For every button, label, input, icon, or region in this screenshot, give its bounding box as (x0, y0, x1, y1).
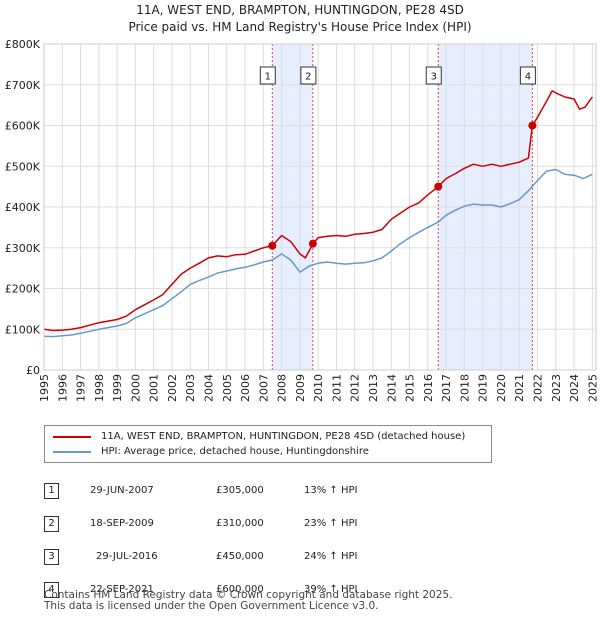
x-tick-label: 2002 (166, 374, 179, 402)
sale-number-badge: 3 (44, 548, 59, 565)
x-tick-label: 2011 (330, 374, 343, 402)
sale-marker-label-1: 1 (265, 72, 271, 83)
footer-licence: This data is licensed under the Open Gov… (44, 600, 379, 612)
y-tick-label: £400K (5, 201, 41, 214)
legend-label-property: 11A, WEST END, BRAMPTON, HUNTINGDON, PE2… (101, 431, 466, 442)
price-chart: 1 2 3 4 £0 £100K £200K £300K £400K £500K £600K £700… (5, 38, 600, 402)
sale-price: £450,000 (216, 551, 264, 562)
y-tick-label: £100K (5, 323, 41, 336)
sale-marker-label-4: 4 (525, 72, 531, 83)
sale-marker-box-3 (425, 66, 442, 85)
x-tick-label: 2009 (294, 374, 307, 402)
x-tick-label: 1999 (111, 374, 124, 402)
x-tick-label: 2012 (349, 374, 362, 402)
sale-hpi-change: 39% ↑ HPI (304, 584, 358, 595)
y-tick-label: £0 (26, 364, 40, 377)
legend-swatch-hpi (53, 451, 91, 453)
y-tick-label: £800K (5, 38, 41, 51)
y-tick-label: £500K (5, 160, 41, 173)
sale-marker-box-1 (259, 66, 276, 85)
x-tick-label: 1996 (56, 374, 69, 402)
x-tick-label: 2005 (221, 374, 234, 402)
sale-date: 29-JUN-2007 (90, 485, 154, 496)
x-tick-label: 2007 (257, 374, 270, 402)
sale-hpi-change: 23% ↑ HPI (304, 518, 358, 529)
x-tick-label: 2021 (513, 374, 526, 402)
x-tick-label: 2010 (312, 374, 325, 402)
sale-date: 29-JUL-2016 (96, 551, 158, 562)
x-tick-label: 2017 (440, 374, 453, 402)
x-tick-label: 2019 (477, 374, 490, 402)
property-price-line (43, 90, 593, 332)
y-tick-label: £700K (5, 79, 41, 92)
x-tick-label: 2018 (458, 374, 471, 402)
sale-date: 18-SEP-2009 (90, 518, 154, 529)
sale-price: £310,000 (216, 518, 264, 529)
sale-marker-box-4 (519, 66, 536, 85)
x-tick-label: 2022 (532, 374, 545, 402)
x-tick-label: 2014 (385, 374, 398, 402)
x-tick-label: 2023 (550, 374, 563, 402)
x-tick-label: 2000 (129, 374, 142, 402)
x-tick-label: 2006 (239, 374, 252, 402)
sale-marker-label-3: 3 (431, 72, 437, 83)
sale-point-3 (434, 182, 443, 191)
y-tick-label: £200K (5, 283, 41, 296)
x-tick-label: 2025 (586, 374, 599, 402)
x-tick-label: 2016 (422, 374, 435, 402)
sale-point-2 (308, 239, 317, 248)
chart-legend: 11A, WEST END, BRAMPTON, HUNTINGDON, PE2… (44, 425, 492, 463)
x-tick-label: 2024 (568, 374, 581, 402)
x-tick-label: 2004 (203, 374, 216, 402)
x-tick-label: 1997 (75, 374, 88, 402)
sale-number-badge: 2 (44, 515, 59, 532)
chart-title: 11A, WEST END, BRAMPTON, HUNTINGDON, PE2… (136, 3, 464, 17)
x-tick-label: 2001 (148, 374, 161, 402)
sales-table: 1 29-JUN-2007 £305,000 13% ↑ HPI 2 18-SE… (44, 474, 424, 606)
table-row: 3 29-JUL-2016 £450,000 24% ↑ HPI (44, 540, 424, 573)
sale-point-1 (268, 241, 277, 250)
sale-number-badge: 1 (44, 482, 59, 499)
sale-number-badge: 4 (44, 581, 59, 598)
legend-label-hpi: HPI: Average price, detached house, Hunt… (101, 446, 369, 457)
legend-swatch-property (53, 436, 91, 438)
x-tick-label: 1995 (38, 374, 51, 402)
y-tick-label: £600K (5, 120, 41, 133)
x-tick-label: 2015 (404, 374, 417, 402)
sale-price: £600,000 (216, 584, 264, 595)
x-tick-label: 2013 (367, 374, 380, 402)
sale-hpi-change: 13% ↑ HPI (304, 485, 358, 496)
sale-hpi-change: 24% ↑ HPI (304, 551, 358, 562)
plot-frame (43, 43, 597, 371)
x-tick-label: 2008 (276, 374, 289, 402)
sale-marker-label-2: 2 (305, 72, 311, 83)
table-row: 1 29-JUN-2007 £305,000 13% ↑ HPI (44, 474, 424, 507)
y-tick-label: £300K (5, 242, 41, 255)
sale-marker-box-2 (300, 66, 317, 85)
sale-point-4 (528, 121, 537, 130)
footer-attribution: Contains HM Land Registry data © Crown c… (44, 590, 452, 612)
table-row: 2 18-SEP-2009 £310,000 23% ↑ HPI (44, 507, 424, 540)
sale-date: 22-SEP-2021 (90, 584, 154, 595)
chart-subtitle: Price paid vs. HM Land Registry's House … (128, 20, 472, 34)
sale-price: £305,000 (216, 485, 264, 496)
footer-copyright: Contains HM Land Registry data © Crown c… (44, 589, 453, 601)
table-row: 4 22-SEP-2021 £600,000 39% ↑ HPI (44, 573, 424, 606)
x-tick-label: 2020 (495, 374, 508, 402)
x-tick-label: 1998 (93, 374, 106, 402)
hpi-line (43, 168, 593, 338)
x-tick-label: 2003 (184, 374, 197, 402)
